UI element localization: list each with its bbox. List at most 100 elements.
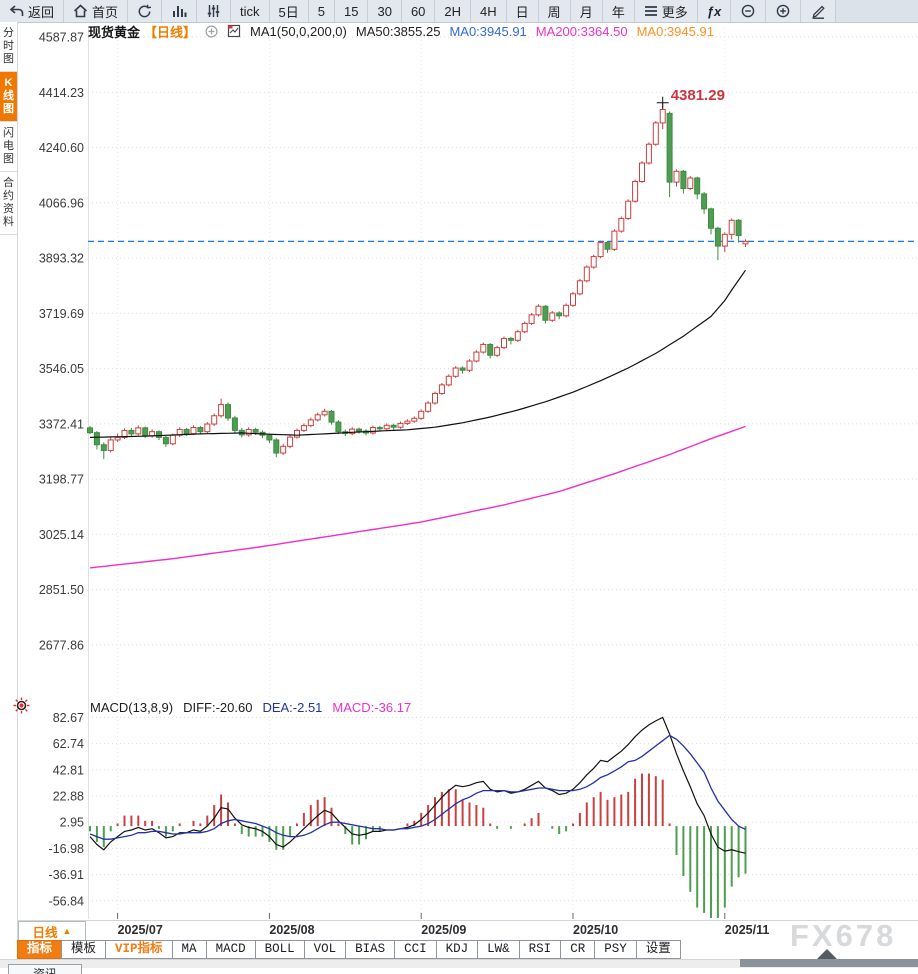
interval-30-button[interactable]: 30: [368, 0, 402, 22]
indicator-button-RSI[interactable]: RSI: [518, 940, 562, 959]
brand-watermark: FX678: [790, 918, 897, 953]
interval-2h-button[interactable]: 2H: [435, 0, 472, 22]
high-cross-marker: [656, 96, 669, 109]
y-axis-label: 4066.96: [39, 196, 84, 210]
indicator-button-CCI[interactable]: CCI: [394, 940, 437, 959]
home-icon: [73, 4, 88, 18]
home-button[interactable]: 首页: [64, 0, 129, 22]
toolbar-button-label: 日: [515, 4, 529, 20]
ma200-line: [89, 425, 746, 569]
formula-button[interactable]: ƒx: [697, 0, 732, 22]
y-axis-label: 2851.50: [39, 583, 84, 597]
y-axis-labels: 4587.87 4414.23 4240.60 4066.96 3893.32 3719.…: [39, 31, 84, 909]
y-axis-label: 3893.32: [39, 252, 84, 266]
more-button[interactable]: 更多: [634, 0, 698, 22]
interval-4h-button[interactable]: 4H: [471, 0, 507, 22]
toolbar-button-label: 月: [579, 4, 593, 20]
indicator-button-模板[interactable]: 模板: [61, 940, 107, 959]
candlesticks: [87, 102, 749, 460]
indicator-button-LW&[interactable]: LW&: [477, 940, 520, 959]
zoom-in-icon: [775, 3, 791, 19]
add-overlay-icon[interactable]: [205, 24, 218, 38]
indicator-button-VOL[interactable]: VOL: [303, 940, 347, 959]
macd-y-axis-label: -56.84: [49, 894, 84, 908]
interval-day-button[interactable]: 日: [506, 0, 539, 22]
interval-60-button[interactable]: 60: [401, 0, 436, 22]
high-price-label: 4381.29: [671, 87, 725, 104]
toolbar-button-label: 更多: [661, 4, 688, 20]
top-toolbar: 返回 首页 tick 5日 5 15 30 60 2H 4H 日 周 月 年 更多 ƒx: [0, 0, 918, 23]
macd-dea-value: DEA:-2.51: [262, 700, 323, 715]
toolbar-button-label: 60: [410, 3, 426, 19]
toolbar-button-label: 年: [611, 4, 625, 20]
indicator-button-BOLL[interactable]: BOLL: [254, 940, 305, 959]
interval-week-button[interactable]: 周: [538, 0, 571, 22]
indicator-button-BIAS[interactable]: BIAS: [345, 940, 396, 959]
macd-name-label: MACD(13,8,9): [90, 700, 174, 715]
toolbar-button-label: tick: [240, 3, 260, 19]
indicator-params-button[interactable]: [197, 0, 232, 22]
macd-settings-icon[interactable]: [13, 697, 30, 719]
expand-panel-arrow-icon[interactable]: [817, 949, 837, 959]
toolbar-button-label: 4H: [480, 3, 497, 19]
chart-type-sidebar: 分时图 K线图 闪电图 合约资料: [0, 22, 18, 974]
zoom-in-button[interactable]: [766, 0, 802, 22]
toolbar-button-label: 5: [317, 3, 325, 19]
interval-year-button[interactable]: 年: [602, 0, 635, 22]
indicator-button-MA[interactable]: MA: [171, 940, 207, 959]
toolbar-button-label: 2H: [444, 3, 462, 19]
macd-y-axis-label: 42.81: [53, 763, 84, 777]
y-axis-label: 3372.41: [39, 417, 84, 431]
sliders-icon: [206, 4, 221, 18]
x-axis-label: 2025/09: [421, 923, 467, 937]
indicator-button-指标[interactable]: 指标: [17, 940, 63, 959]
menu-icon: [644, 5, 658, 17]
horizontal-scrollbar-thumb[interactable]: [740, 959, 918, 967]
timeframe-label: 日线: [32, 925, 58, 940]
symbol-name: 现货黄金: [88, 24, 141, 40]
interval-5-button[interactable]: 5: [308, 0, 335, 22]
y-axis-label: 3546.05: [39, 362, 84, 376]
chevron-up-icon: ▲: [62, 926, 72, 936]
macd-diff-value: DIFF:-20.60: [183, 700, 253, 715]
interval-tick-button[interactable]: tick: [231, 0, 270, 22]
indicator-button-设置[interactable]: 设置: [635, 940, 681, 959]
timeframe-selector[interactable]: 日线 ▲: [18, 921, 86, 941]
toolbar-button-label: 15: [344, 3, 359, 19]
indicator-button-VIP指标[interactable]: VIP指标: [105, 940, 173, 959]
indicator-button-PSY[interactable]: PSY: [594, 940, 637, 959]
indicator-button-MACD[interactable]: MACD: [205, 940, 256, 959]
horizontal-scrollbar-track[interactable]: [0, 959, 918, 968]
indicator-toolbar: 指标 模板 VIP指标 MA MACD BOLL VOL BIAS CCI KDJ LW& RSI CR…: [17, 940, 681, 959]
y-axis-label: 4587.87: [39, 31, 84, 45]
news-tab[interactable]: 资讯: [8, 964, 82, 974]
macd-macd-value: MACD:-36.17: [332, 700, 412, 715]
interval-5day-button[interactable]: 5日: [269, 0, 309, 22]
chart-title-row: 现货黄金 【日线】 MA1(50,0,200,0) MA50:3855.25 M…: [88, 23, 714, 40]
sidebar-tab-分时图[interactable]: 分时图: [0, 22, 17, 72]
indicator-panel-icon[interactable]: [227, 24, 241, 38]
ma0-fast-value: MA0:3945.91: [449, 23, 527, 39]
x-axis-label: 2025/10: [573, 923, 619, 937]
zoom-out-button[interactable]: [731, 0, 767, 22]
macd-diff-line: [89, 716, 746, 854]
refresh-icon: [137, 4, 152, 19]
x-axis-label: 2025/11: [724, 923, 770, 937]
interval-month-button[interactable]: 月: [570, 0, 603, 22]
x-axis-label: 2025/07: [117, 923, 163, 937]
macd-label-row: MACD(13,8,9) DIFF:-20.60 DEA:-2.51 MACD:…: [90, 700, 411, 715]
draw-button[interactable]: [801, 0, 837, 22]
indicator-button-KDJ[interactable]: KDJ: [435, 940, 479, 959]
refresh-button[interactable]: [128, 0, 163, 22]
y-axis-label: 2677.86: [39, 638, 84, 652]
interval-15-button[interactable]: 15: [335, 0, 369, 22]
y-axis-label: 3198.77: [39, 473, 84, 487]
chart-type-button[interactable]: [162, 0, 198, 22]
sidebar-tab-合约资料[interactable]: 合约资料: [0, 172, 17, 235]
back-button[interactable]: 返回: [0, 0, 65, 22]
macd-y-axis-label: 22.88: [53, 790, 84, 804]
sidebar-tab-K线图[interactable]: K线图: [0, 72, 17, 122]
sidebar-tab-闪电图[interactable]: 闪电图: [0, 122, 17, 172]
indicator-button-CR[interactable]: CR: [560, 940, 596, 959]
